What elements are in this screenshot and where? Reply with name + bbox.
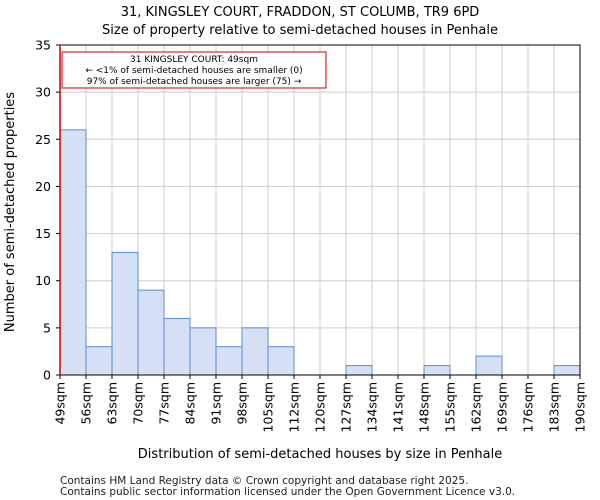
- x-tick-label: 169sqm: [495, 382, 510, 432]
- x-axis-label: Distribution of semi-detached houses by …: [138, 447, 502, 462]
- y-tick-label: 0: [43, 368, 51, 383]
- y-axis-ticks: 0 5 10 15 20 25 30 35: [35, 38, 60, 383]
- y-tick-label: 35: [35, 38, 51, 53]
- x-tick-label: 70sqm: [131, 382, 146, 425]
- bar-63sqm: [111, 251, 139, 376]
- y-tick-label: 15: [35, 226, 51, 241]
- x-tick-label: 105sqm: [261, 382, 276, 432]
- y-tick-label: 5: [43, 320, 51, 335]
- annotation-frame: [61, 51, 327, 89]
- bar-49sqm: [59, 129, 87, 376]
- x-tick-label: 77sqm: [157, 382, 172, 425]
- bars: [59, 129, 581, 376]
- footer-line1: Contains HM Land Registry data © Crown c…: [60, 475, 468, 487]
- x-tick-label: 176sqm: [521, 382, 536, 432]
- bar-77sqm: [163, 317, 191, 376]
- x-tick-label: 98sqm: [235, 382, 250, 425]
- y-tick-label: 10: [35, 273, 51, 288]
- x-tick-label: 112sqm: [287, 382, 302, 432]
- x-tick-label: 190sqm: [573, 382, 588, 432]
- annotation-line2: ← <1% of semi-detached houses are smalle…: [85, 66, 302, 76]
- footer-line2: Contains public sector information licen…: [60, 486, 515, 498]
- bar-183sqm: [553, 365, 581, 376]
- chart-title-line2: Size of property relative to semi-detach…: [102, 23, 498, 38]
- bar-148sqm: [423, 365, 451, 376]
- x-tick-label: 155sqm: [443, 382, 458, 432]
- bar-91sqm: [215, 346, 243, 376]
- x-tick-label: 141sqm: [391, 382, 406, 432]
- x-tick-label: 84sqm: [183, 382, 198, 425]
- y-tick-label: 25: [35, 132, 51, 147]
- bar-127sqm: [345, 365, 373, 376]
- x-tick-label: 49sqm: [53, 382, 68, 425]
- bar-56sqm: [85, 346, 113, 376]
- x-tick-label: 63sqm: [105, 382, 120, 425]
- annotation-line1: 31 KINGSLEY COURT: 49sqm: [130, 55, 258, 65]
- bar-162sqm: [475, 355, 503, 376]
- x-axis-ticks: 49sqm 56sqm 63sqm 70sqm 77sqm 84sqm 91sqm 98sqm…: [53, 375, 588, 432]
- x-tick-label: 148sqm: [417, 382, 432, 432]
- x-tick-label: 56sqm: [79, 382, 94, 425]
- x-tick-label: 162sqm: [469, 382, 484, 432]
- y-tick-label: 30: [35, 85, 51, 100]
- x-tick-label: 120sqm: [313, 382, 328, 432]
- bar-98sqm: [241, 327, 269, 376]
- chart-title-line1: 31, KINGSLEY COURT, FRADDON, ST COLUMB, …: [121, 5, 480, 20]
- annotation-line3: 97% of semi-detached houses are larger (…: [87, 77, 302, 87]
- y-tick-label: 20: [35, 179, 51, 194]
- x-tick-label: 134sqm: [365, 382, 380, 432]
- x-tick-label: 127sqm: [339, 382, 354, 432]
- bar-84sqm: [189, 327, 217, 376]
- annotation-box: 31 KINGSLEY COURT: 49sqm ← <1% of semi-d…: [61, 51, 327, 89]
- x-tick-label: 91sqm: [209, 382, 224, 425]
- y-axis-label: Number of semi-detached properties: [3, 92, 18, 332]
- bar-105sqm: [267, 346, 295, 376]
- x-tick-label: 183sqm: [547, 382, 562, 432]
- bar-70sqm: [137, 289, 165, 376]
